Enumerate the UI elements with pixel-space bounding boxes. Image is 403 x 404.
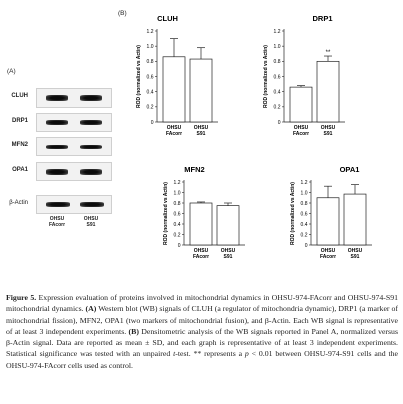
- y-tick-label: 0.8: [174, 201, 181, 207]
- caption-panel-a-ref: (A): [85, 304, 97, 314]
- category-label: OHSU: [221, 248, 236, 254]
- category-label: OHSU: [167, 125, 182, 131]
- y-tick-label: 1.2: [147, 29, 154, 35]
- blot-band: [80, 144, 102, 149]
- bar: [316, 197, 340, 246]
- category-label: S91: [351, 254, 360, 260]
- y-tick-label: 1.0: [301, 190, 308, 196]
- category-label: FAcorr: [320, 254, 336, 260]
- category-label: OHSU: [194, 125, 209, 131]
- y-tick-label: 0.2: [147, 105, 154, 111]
- y-tick-label: 0.2: [301, 232, 308, 238]
- y-tick-label: 0.6: [174, 211, 181, 217]
- y-tick-label: 1.0: [147, 44, 154, 50]
- bar: [216, 205, 240, 246]
- bar: [289, 86, 313, 123]
- chart-title: CLUH: [157, 14, 178, 23]
- caption-text-2: Western blot (WB) signals of CLUH (a reg…: [6, 304, 398, 336]
- y-axis-label: ROD (normalized vs Actin): [263, 45, 269, 108]
- category-label: FAcorr: [193, 254, 209, 260]
- chart-title: DRP1: [312, 14, 332, 23]
- blot-band: [80, 168, 102, 175]
- y-tick-label: 0.6: [274, 74, 281, 80]
- blot-label: CLUH: [11, 93, 28, 99]
- figure-caption: Figure 5. Expression evaluation of prote…: [6, 292, 398, 371]
- category-label: FAcorr: [293, 131, 309, 137]
- y-tick-label: 1.0: [274, 44, 281, 50]
- blot-band: [80, 202, 104, 207]
- blot-strip: [36, 195, 112, 214]
- blot-band: [46, 144, 68, 149]
- y-tick-label: 0: [178, 243, 181, 249]
- caption-text-3: Densitometric analysis of the WB signals…: [6, 326, 398, 359]
- panel-a-label: (A): [7, 68, 16, 75]
- blot-label: MFN2: [11, 141, 28, 148]
- caption-text-4: -test. ** represents a: [175, 349, 245, 359]
- chart-title: OPA1: [340, 165, 360, 174]
- chart-title: MFN2: [184, 165, 204, 174]
- blot-strip: [36, 162, 112, 181]
- caption-t-italic: t: [173, 349, 176, 359]
- caption-text-5: < 0.01 between OHSU-974-S91 cells and th…: [6, 349, 398, 370]
- y-tick-label: 0.6: [301, 211, 308, 217]
- bar: [189, 202, 213, 246]
- y-tick-label: 0.2: [174, 232, 181, 238]
- y-tick-label: 0: [305, 243, 308, 249]
- y-tick-label: 0.4: [147, 89, 154, 95]
- bar: [189, 58, 213, 123]
- blot-strip: [36, 88, 112, 108]
- y-tick-label: 0.4: [301, 222, 308, 228]
- y-tick-label: 0.2: [274, 105, 281, 111]
- blot-label: DRP1: [11, 117, 28, 124]
- y-tick-label: 0.4: [174, 222, 181, 228]
- y-axis-label: ROD (normalized vs Actin): [163, 182, 169, 245]
- category-label: S91: [197, 131, 206, 137]
- y-tick-label: 0: [151, 120, 154, 126]
- y-tick-label: 0: [278, 120, 281, 126]
- category-label: S91: [224, 254, 233, 260]
- blot-band: [46, 95, 68, 101]
- category-label: OHSU: [321, 125, 336, 131]
- y-tick-label: 1.2: [274, 29, 281, 35]
- blot-band: [80, 120, 102, 125]
- panel-b-label: (B): [118, 10, 127, 17]
- caption-text-1: Expression evaluation of proteins involv…: [6, 293, 398, 314]
- category-label: OHSU: [294, 125, 309, 131]
- blot-band: [46, 202, 70, 207]
- blot-label: OPA1: [12, 166, 28, 173]
- category-label: OHSU: [321, 248, 336, 254]
- blot-strip: [36, 137, 112, 156]
- blot-band: [80, 95, 102, 101]
- caption-figure-number: Figure 5.: [6, 293, 37, 302]
- y-tick-label: 1.2: [174, 180, 181, 186]
- caption-p-italic: p: [244, 349, 249, 359]
- blot-band: [46, 120, 68, 125]
- y-tick-label: 0.6: [147, 74, 154, 80]
- y-tick-label: 0.8: [274, 59, 281, 65]
- blot-band: [46, 168, 68, 175]
- y-axis-label: ROD (normalized vs Actin): [290, 182, 296, 245]
- bar: [316, 60, 340, 123]
- lane-label-facorr: OHSU FAcorr: [48, 216, 66, 228]
- category-label: OHSU: [348, 248, 363, 254]
- significance-label: **: [326, 50, 331, 56]
- blot-label: β-Actin: [9, 199, 28, 206]
- bar: [343, 193, 367, 246]
- y-axis-label: ROD (normalized vs Actin): [136, 45, 142, 108]
- category-label: OHSU: [194, 248, 209, 254]
- y-tick-label: 1.0: [174, 190, 181, 196]
- bar-charts: CLUH 0 0.2 0.4 0.6 0.8 1.0 1.2 ROD (normalized v…: [136, 14, 372, 260]
- lane-label-s91: OHSU S91: [83, 216, 99, 228]
- caption-panel-b-ref: (B): [128, 326, 139, 336]
- bar: [162, 56, 186, 123]
- category-label: FAcorr: [166, 131, 182, 137]
- y-tick-label: 0.8: [301, 201, 308, 207]
- y-tick-label: 1.2: [301, 180, 308, 186]
- y-tick-label: 0.4: [274, 89, 281, 95]
- category-label: S91: [324, 131, 333, 137]
- blot-strip: [36, 113, 112, 132]
- y-tick-label: 0.8: [147, 59, 154, 65]
